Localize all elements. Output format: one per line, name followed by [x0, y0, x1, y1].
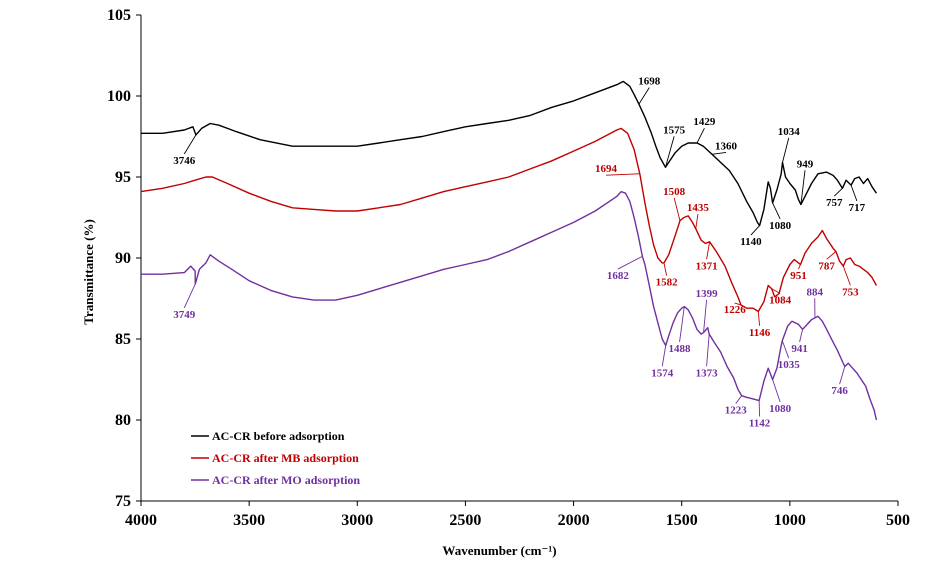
series-line-3: [141, 192, 876, 420]
annotation-leader: [184, 284, 195, 308]
annotation-label: 1429: [693, 116, 716, 128]
annotation-leader: [707, 242, 710, 260]
annotation-label: 3749: [173, 309, 196, 321]
annotation-label: 1508: [663, 186, 686, 198]
annotation-label: 951: [790, 270, 807, 282]
annotation-label: 1399: [696, 288, 719, 300]
legend: AC-CR before adsorption AC-CR after MB ad…: [191, 429, 360, 487]
annotation-leader: [662, 345, 665, 366]
annotation-leader: [184, 135, 196, 154]
y-axis-title: Transmittance (%): [81, 219, 96, 325]
annotation-leader: [758, 311, 759, 325]
annotation-label: 1488: [669, 343, 692, 355]
annotation-label: 1360: [715, 140, 738, 152]
annotation-leader: [680, 307, 685, 342]
annotation-leader: [618, 256, 642, 269]
annotation-leader: [704, 300, 707, 333]
annotation-label: 1575: [663, 124, 686, 136]
annotation-label: 1682: [607, 270, 630, 282]
annotation-leader: [840, 367, 845, 385]
x-tick-label: 2000: [558, 512, 590, 529]
annotation-label: 1694: [595, 163, 618, 175]
annotation-leader: [800, 329, 803, 342]
y-tick-label: 105: [107, 7, 131, 24]
x-tick-label: 2500: [449, 512, 481, 529]
annotation-leader: [664, 263, 667, 276]
x-tick-label: 3000: [341, 512, 373, 529]
annotation-layer: 3746 1698 1575 1429 1360 1034 949 1080 1140 757 71…: [173, 76, 865, 430]
y-ticks: 75 80 85 90 95 100 105: [107, 7, 141, 510]
x-ticks: 4000 3500 3000 2500 2000 1500 1000 500: [125, 501, 910, 529]
x-tick-label: 500: [886, 512, 910, 529]
annotation-leader: [773, 380, 781, 402]
annotation-leader: [782, 341, 788, 359]
x-tick-label: 3500: [233, 512, 265, 529]
annotation-leader: [773, 203, 781, 219]
annotation-label: 1140: [740, 236, 762, 248]
annotation-leader: [851, 185, 857, 201]
annotation-label: 1226: [724, 304, 747, 316]
annotation-label: 1574: [651, 367, 674, 379]
annotation-leader: [827, 252, 836, 260]
annotation-label: 1435: [687, 202, 710, 214]
annotation-label: 1142: [749, 417, 771, 429]
annotation-label: 1080: [769, 220, 792, 232]
annotation-label: 1080: [769, 403, 792, 415]
annotation-label: 746: [831, 385, 848, 397]
annotation-leader: [843, 266, 850, 285]
series-line-2: [141, 128, 876, 311]
legend-label: AC-CR after MO adsorption: [212, 473, 360, 487]
y-tick-label: 75: [115, 493, 131, 510]
series-line-1: [141, 81, 876, 225]
annotation-label: 1146: [749, 327, 771, 339]
annotation-label: 787: [818, 260, 835, 272]
y-tick-label: 85: [115, 331, 131, 348]
annotation-label: 1084: [769, 294, 792, 306]
annotation-label: 949: [797, 158, 814, 170]
annotation-label: 1035: [778, 359, 801, 371]
annotation-label: 717: [849, 202, 866, 214]
annotation-leader: [799, 264, 801, 269]
annotation-label: 1373: [696, 367, 719, 379]
x-axis-title: Wavenumber (cm⁻¹): [442, 543, 556, 558]
annotation-label: 3746: [173, 155, 196, 167]
y-tick-label: 90: [115, 250, 131, 267]
annotation-label: 757: [826, 197, 843, 209]
annotation-label: 1371: [696, 260, 718, 272]
annotation-leader: [707, 334, 710, 366]
annotation-leader: [696, 214, 698, 229]
annotation-leader: [697, 128, 704, 143]
annotation-leader: [665, 136, 674, 167]
annotation-leader: [834, 188, 842, 196]
annotation-label: 753: [842, 286, 859, 298]
annotation-label: 941: [791, 343, 808, 355]
x-tick-label: 4000: [125, 512, 157, 529]
annotation-label: 1223: [725, 405, 748, 417]
x-tick-label: 1000: [774, 512, 806, 529]
annotation-label: 1034: [778, 126, 801, 138]
annotation-leader: [639, 88, 649, 104]
y-tick-label: 100: [107, 88, 131, 105]
annotation-label: 1698: [638, 76, 661, 88]
annotation-leader: [751, 226, 760, 235]
x-tick-label: 1500: [666, 512, 698, 529]
annotation-leader: [736, 396, 742, 404]
legend-label: AC-CR before adsorption: [212, 429, 345, 443]
y-tick-label: 95: [115, 169, 131, 186]
annotation-label: 1582: [656, 277, 679, 289]
annotation-leader: [674, 198, 680, 221]
y-tick-label: 80: [115, 412, 131, 429]
series-layer: [141, 81, 876, 420]
annotation-leader: [783, 138, 789, 163]
annotation-leader: [712, 152, 726, 154]
legend-label: AC-CR after MB adsorption: [212, 451, 359, 465]
annotation-label: 884: [806, 286, 823, 298]
